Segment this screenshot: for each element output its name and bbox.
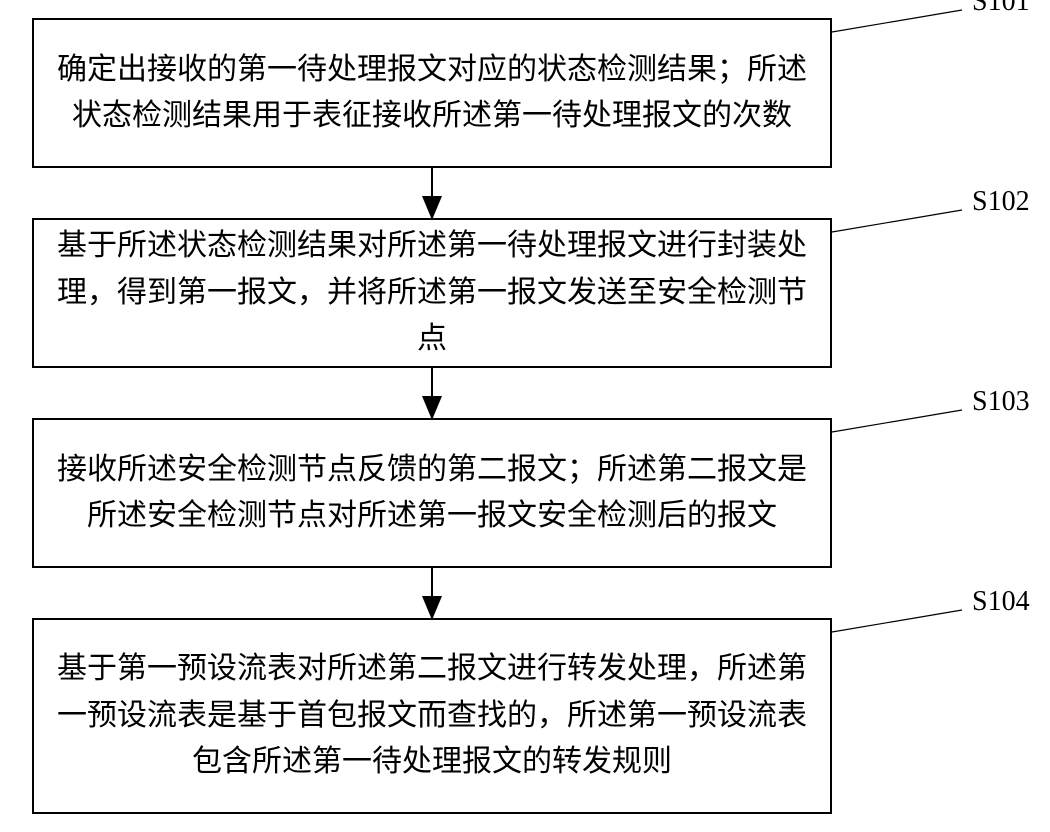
step-label-s102: S102	[972, 186, 1030, 218]
step-label-s103: S103	[972, 386, 1030, 418]
step-label-s101: S101	[972, 0, 1030, 18]
flow-step-text: 接收所述安全检测节点反馈的第二报文；所述第二报文是所述安全检测节点对所述第一报文…	[50, 447, 814, 540]
flow-step-3: 接收所述安全检测节点反馈的第二报文；所述第二报文是所述安全检测节点对所述第一报文…	[32, 418, 832, 568]
step-label-s104: S104	[972, 586, 1030, 618]
flowchart-canvas: 确定出接收的第一待处理报文对应的状态检测结果；所述状态检测结果用于表征接收所述第…	[0, 0, 1050, 832]
flow-step-text: 确定出接收的第一待处理报文对应的状态检测结果；所述状态检测结果用于表征接收所述第…	[50, 47, 814, 140]
flow-step-1: 确定出接收的第一待处理报文对应的状态检测结果；所述状态检测结果用于表征接收所述第…	[32, 18, 832, 168]
flow-step-text: 基于第一预设流表对所述第二报文进行转发处理，所述第一预设流表是基于首包报文而查找…	[50, 646, 814, 786]
flow-step-text: 基于所述状态检测结果对所述第一待处理报文进行封装处理，得到第一报文，并将所述第一…	[50, 223, 814, 363]
flow-step-4: 基于第一预设流表对所述第二报文进行转发处理，所述第一预设流表是基于首包报文而查找…	[32, 618, 832, 814]
flow-step-2: 基于所述状态检测结果对所述第一待处理报文进行封装处理，得到第一报文，并将所述第一…	[32, 218, 832, 368]
